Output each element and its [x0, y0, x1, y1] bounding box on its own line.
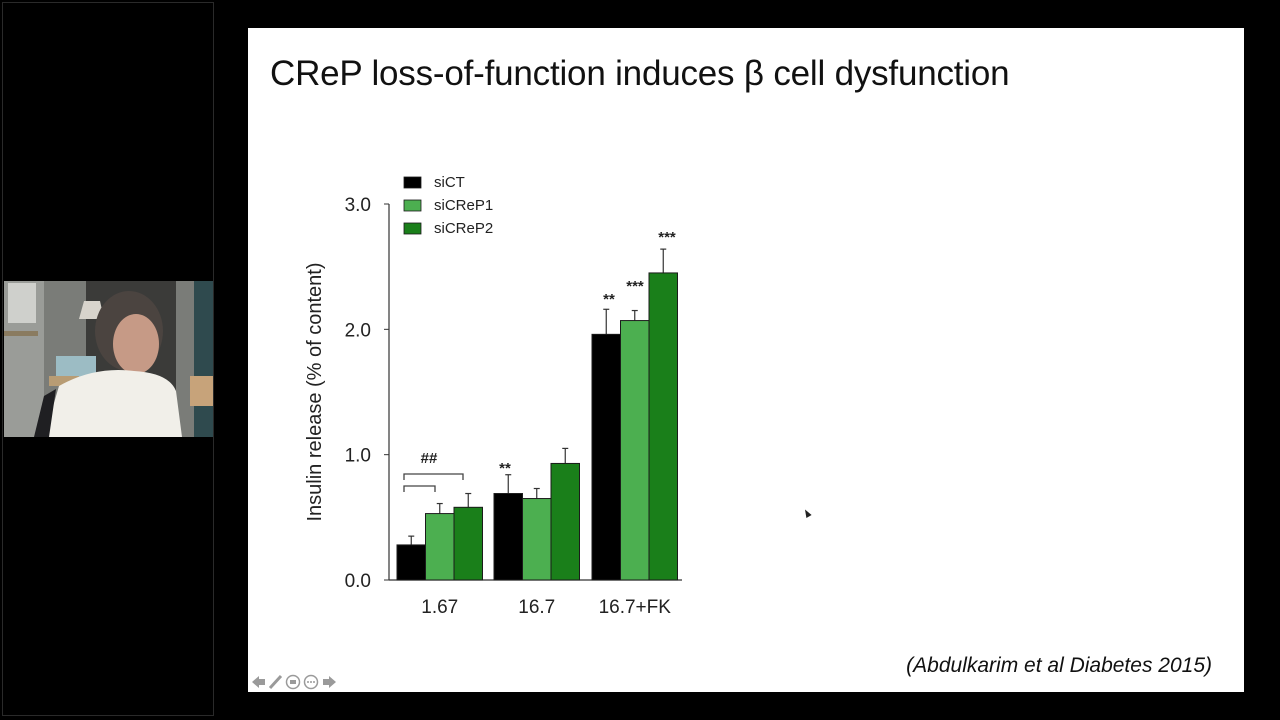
bar-siCReP1-16.7 [522, 498, 552, 581]
x-tick-label: 16.7+FK [599, 597, 672, 618]
bar-siCReP1-16.7+FK [620, 320, 650, 581]
x-tick-label: 16.7 [518, 597, 555, 618]
significance-bracket [403, 473, 464, 480]
annotation-sig: *** [626, 278, 644, 295]
bar-siCT-1.67 [396, 544, 426, 581]
legend-swatch-siCT [403, 176, 422, 189]
webcam-image [4, 281, 213, 437]
slide-title: CReP loss-of-function induces β cell dys… [270, 54, 1010, 93]
legend-label-siCReP2: siCReP2 [434, 220, 493, 237]
pen-icon[interactable] [268, 674, 283, 690]
more-options-icon[interactable] [303, 674, 319, 690]
next-arrow-icon[interactable] [323, 676, 336, 688]
bar-siCReP2-16.7+FK [648, 272, 678, 581]
slide-nav-controls [250, 674, 342, 690]
bar-siCReP1-1.67 [425, 513, 455, 581]
legend-label-siCReP1: siCReP1 [434, 197, 493, 214]
bar-siCReP2-1.67 [453, 506, 483, 581]
y-tick-label: 1.0 [345, 446, 371, 467]
previous-arrow-icon[interactable] [252, 676, 265, 688]
citation: (Abdulkarim et al Diabetes 2015) [906, 654, 1212, 677]
y-tick-label: 3.0 [345, 195, 371, 216]
y-tick-label: 0.0 [345, 571, 371, 592]
legend-swatch-siCReP1 [403, 199, 422, 212]
presenter-video[interactable] [4, 281, 213, 437]
legend-label-siCT: siCT [434, 174, 465, 191]
annotation-hash: ## [421, 450, 438, 467]
presentation-slide: CReP loss-of-function induces β cell dys… [248, 28, 1244, 692]
bar-siCT-16.7+FK [591, 333, 621, 581]
y-tick-label: 2.0 [345, 320, 371, 341]
bar-chart: 0.0 1.0 2.0 3.0 Insulin release (% of conten… [304, 174, 682, 618]
annotation-sig: *** [658, 229, 676, 246]
legend-swatch-siCReP2 [403, 222, 422, 235]
slide-menu-icon[interactable] [285, 674, 301, 690]
bar-siCReP2-16.7 [550, 462, 580, 581]
significance-bracket [403, 485, 436, 492]
annotation-sig: ** [603, 291, 615, 308]
bar-siCT-16.7 [493, 493, 523, 581]
y-axis-label: Insulin release (% of content) [304, 262, 326, 521]
x-tick-label: 1.67 [421, 597, 458, 618]
annotation-sig: ** [499, 460, 511, 477]
